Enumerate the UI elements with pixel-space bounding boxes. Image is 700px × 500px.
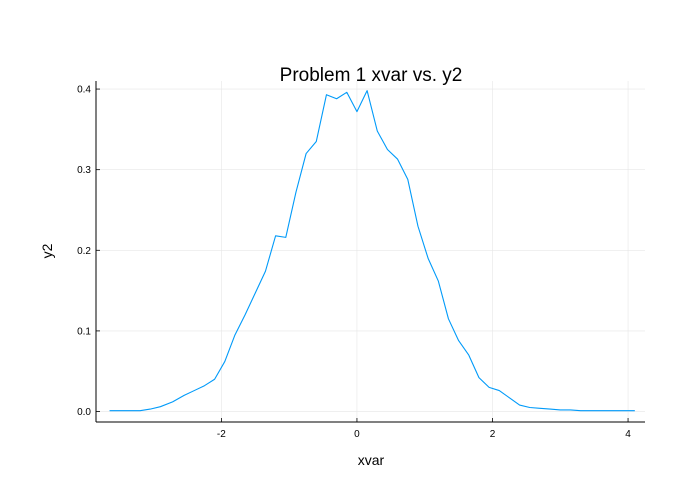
x-tick-label: 2: [490, 429, 496, 440]
series-line: [109, 90, 635, 412]
y-tick-label: 0.0: [77, 407, 91, 418]
x-tick-label: 4: [625, 429, 631, 440]
tick-labels: -2 0 2 4 0.0 0.1 0.2 0.3 0.4: [77, 85, 631, 440]
x-tick-label: -2: [217, 429, 226, 440]
x-tick-label: 0: [354, 429, 360, 440]
gridlines: [96, 81, 645, 422]
x-axis-label: xvar: [358, 452, 385, 468]
y-tick-label: 0.4: [77, 85, 91, 96]
y-tick-label: 0.2: [77, 246, 91, 257]
axes: [95, 81, 645, 423]
y-axis-label: y2: [39, 243, 55, 258]
y-tick-label: 0.3: [77, 165, 91, 176]
series-layer: [109, 90, 635, 412]
chart-title: Problem 1 xvar vs. y2: [280, 65, 463, 86]
y-tick-label: 0.1: [77, 326, 91, 337]
